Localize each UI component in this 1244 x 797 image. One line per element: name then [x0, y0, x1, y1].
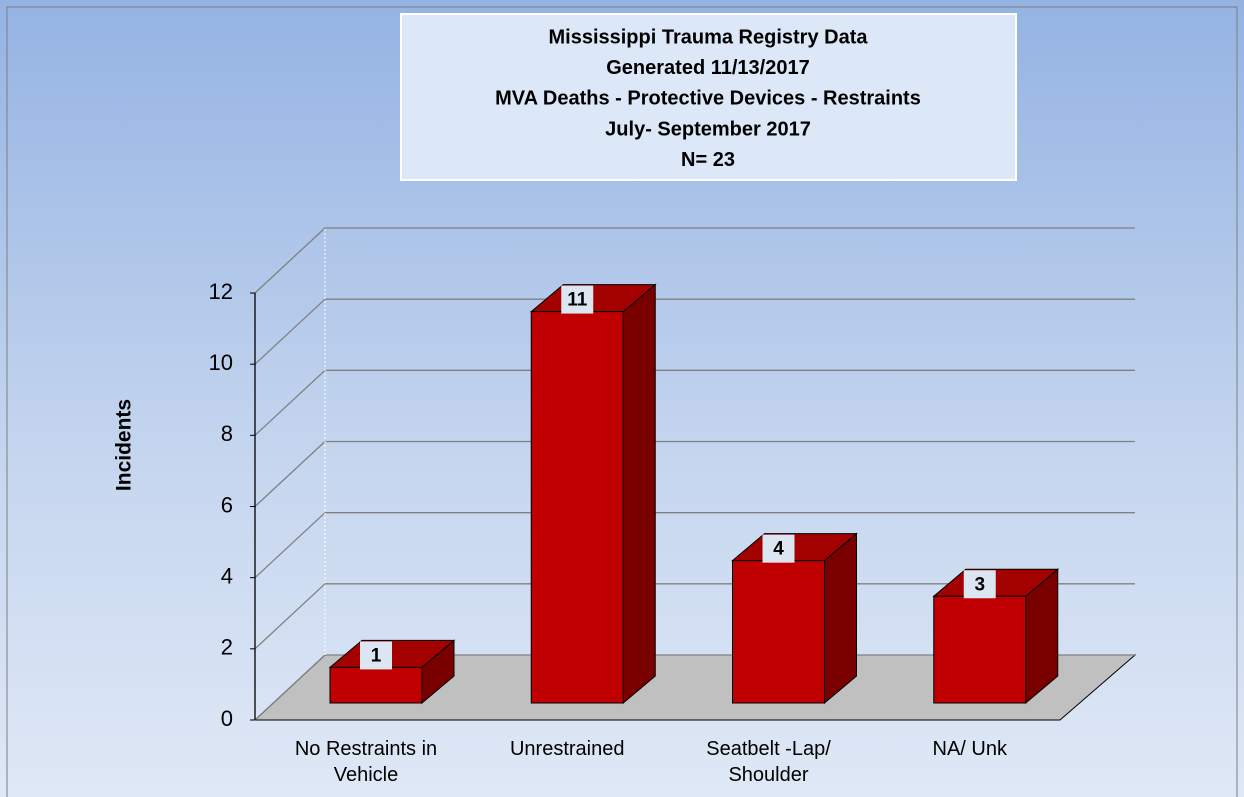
grid-line: [254, 369, 326, 436]
chart-title: Mississippi Trauma Registry Data: [548, 26, 868, 48]
bar-side: [824, 532, 857, 705]
value-label: 4: [773, 539, 784, 560]
x-tick-label: Unrestrained: [509, 738, 625, 760]
bar: [933, 595, 1027, 704]
value-label-box: [360, 641, 392, 670]
chart-title: July- September 2017: [605, 118, 811, 140]
value-label-box: [561, 285, 594, 314]
bar: [732, 560, 825, 704]
bar-side: [622, 283, 656, 705]
value-label-box: [762, 534, 795, 563]
grid-line: [254, 298, 326, 365]
grid-line: [254, 654, 326, 721]
value-label: 11: [567, 290, 588, 311]
x-tick-label: No Restraints in Vehicle: [294, 738, 438, 786]
y-tick-label: 2: [221, 635, 233, 660]
chart-title: MVA Deaths - Protective Devices - Restra…: [495, 88, 921, 110]
x-tick-label: NA/ Unk: [932, 738, 1007, 760]
bar: [329, 666, 423, 704]
chart-border: [6, 6, 1238, 797]
y-tick-label: 10: [209, 350, 233, 375]
y-tick-label: 4: [221, 563, 233, 588]
chart-title: N= 23: [681, 149, 735, 171]
y-tick-label: 8: [221, 421, 233, 446]
grid-line: [254, 583, 326, 650]
y-tick-label: 6: [221, 492, 233, 517]
value-label-box: [963, 570, 996, 599]
bar: [530, 311, 624, 704]
chart-title: Generated 11/13/2017: [606, 57, 809, 79]
grid-line: [254, 227, 326, 294]
y-tick-label: 12: [209, 279, 233, 304]
y-axis-label: Incidents: [113, 399, 136, 491]
x-tick-label: Seatbelt -Lap/ Shoulder: [706, 738, 831, 786]
grid-line: [254, 512, 326, 579]
value-label: 1: [371, 645, 382, 666]
y-tick-label: 0: [221, 706, 233, 731]
value-label: 3: [974, 574, 985, 595]
title-box: [400, 13, 1017, 181]
grid-line: [254, 441, 326, 507]
